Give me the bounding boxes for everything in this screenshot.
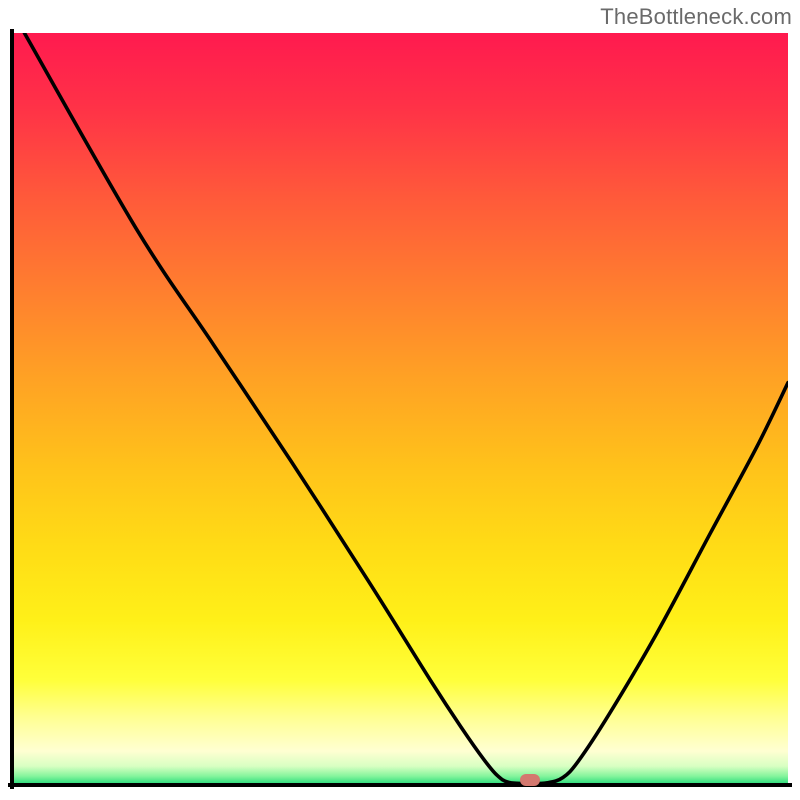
chart-container: { "canvas": { "width": 800, "height": 80…: [0, 0, 800, 800]
watermark-text: TheBottleneck.com: [600, 4, 792, 30]
chart-background: [12, 33, 788, 785]
optimal-marker-icon: [520, 774, 540, 786]
bottleneck-chart: [0, 0, 800, 800]
